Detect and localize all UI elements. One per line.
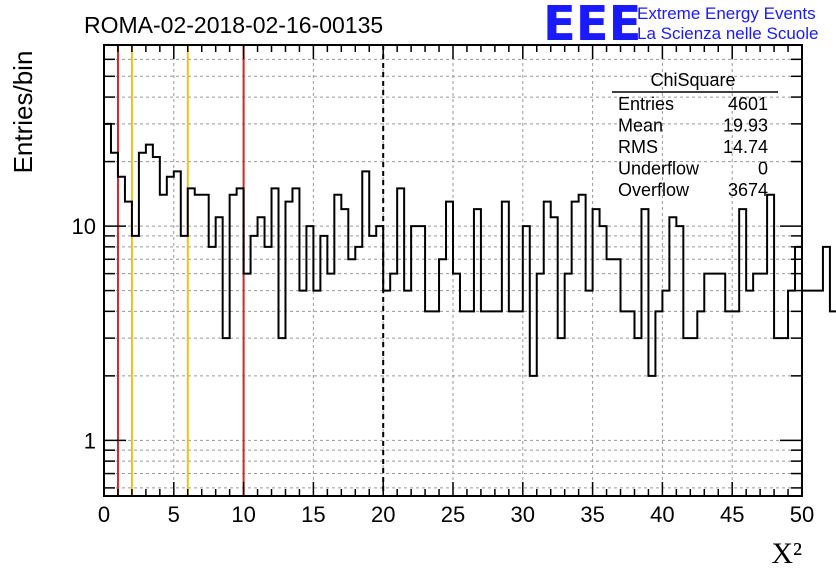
x-tick-labels: 0 5 10 15 20 25 30 35 40 45 50	[98, 502, 814, 527]
logo-line1: Extreme Energy Events	[637, 4, 816, 23]
logo-mark: EEE	[543, 0, 641, 52]
stats-box: ChiSquare Entries 4601 Mean 19.93 RMS 14.74 Un…	[612, 70, 778, 200]
stats-label: Underflow	[618, 159, 700, 179]
stats-label: Entries	[618, 94, 674, 114]
stats-value: 3674	[728, 180, 768, 200]
stats-value: 19.93	[723, 116, 768, 136]
x-tick-label: 15	[301, 502, 325, 527]
logo-line2: La Scienza nelle Scuole	[637, 24, 818, 43]
y-tick-label: 10	[72, 214, 96, 239]
stats-value: 14.74	[723, 137, 768, 157]
y-tick-label: 1	[84, 428, 96, 453]
chart-title: ROMA-02-2018-02-16-00135	[84, 12, 383, 38]
stats-label: Overflow	[618, 180, 690, 200]
x-tick-label: 0	[98, 502, 110, 527]
x-axis-label: X²	[771, 537, 802, 570]
x-tick-label: 10	[231, 502, 255, 527]
stats-label: Mean	[618, 116, 663, 136]
x-tick-label: 35	[580, 502, 604, 527]
x-tick-label: 20	[371, 502, 395, 527]
stats-value: 0	[758, 159, 768, 179]
stats-value: 4601	[728, 94, 768, 114]
axis-ticks	[103, 45, 803, 496]
eee-logo: EEE Extreme Energy Events La Scienza nel…	[543, 0, 818, 52]
x-tick-label: 50	[790, 502, 814, 527]
stats-title: ChiSquare	[650, 70, 735, 90]
x-tick-label: 30	[511, 502, 535, 527]
x-tick-label: 5	[168, 502, 180, 527]
x-tick-label: 25	[441, 502, 465, 527]
y-axis-label: Entries/bin	[8, 51, 38, 174]
stats-label: RMS	[618, 137, 658, 157]
x-tick-label: 40	[650, 502, 674, 527]
y-tick-labels: 1 10	[72, 214, 96, 453]
x-tick-label: 45	[720, 502, 744, 527]
